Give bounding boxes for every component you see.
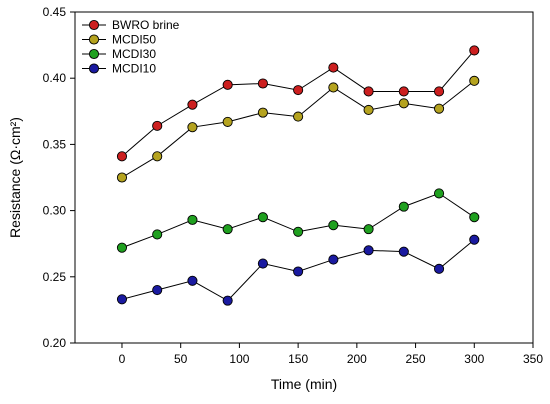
- legend-item: MCDI30: [82, 47, 156, 61]
- data-point: [328, 62, 339, 73]
- data-point: [398, 201, 409, 212]
- data-point: [469, 212, 480, 223]
- data-point: [152, 151, 163, 162]
- y-tick-label: 0.25: [43, 270, 67, 284]
- data-point: [328, 82, 339, 93]
- data-point: [434, 86, 445, 97]
- y-tick-label: 0.40: [43, 71, 67, 85]
- data-point: [434, 188, 445, 199]
- data-point: [187, 275, 198, 286]
- data-point: [116, 172, 128, 183]
- data-point: [152, 284, 163, 296]
- legend-marker: [88, 63, 100, 74]
- data-point: [222, 79, 233, 90]
- legend-marker: [88, 19, 100, 31]
- plot-frame: [74, 11, 534, 344]
- legend-item: MCDI10: [82, 62, 156, 76]
- data-point: [363, 245, 374, 256]
- data-point: [469, 75, 480, 86]
- data-point: [293, 266, 304, 277]
- series-line: [121, 80, 475, 178]
- series-layer: [116, 45, 480, 306]
- plot-border: [74, 11, 534, 344]
- data-point: [363, 86, 374, 97]
- data-point: [293, 111, 304, 122]
- series-line: [121, 192, 475, 249]
- data-point: [469, 45, 480, 56]
- data-point: [293, 226, 304, 237]
- data-point: [187, 99, 198, 110]
- x-tick-label: 250: [406, 352, 426, 366]
- data-point: [187, 122, 198, 133]
- x-tick-label: 0: [119, 352, 126, 366]
- data-point: [257, 212, 268, 223]
- data-point: [187, 214, 198, 225]
- data-point: [152, 229, 163, 240]
- data-point: [434, 103, 445, 114]
- series-mcdi50: [116, 75, 480, 183]
- x-tick-label: 350: [523, 352, 543, 366]
- data-point: [257, 258, 268, 269]
- data-point: [293, 85, 304, 96]
- data-point: [152, 120, 163, 131]
- data-point: [257, 78, 268, 89]
- data-point: [328, 254, 339, 265]
- legend-label: BWRO brine: [112, 18, 180, 32]
- data-point: [469, 234, 480, 245]
- data-point: [398, 246, 409, 257]
- y-tick-label: 0.20: [43, 336, 67, 350]
- legend-marker: [88, 34, 100, 45]
- series-mcdi30: [116, 188, 480, 253]
- y-tick-label: 0.35: [43, 137, 67, 151]
- x-tick-label: 100: [229, 352, 249, 366]
- legend-label: MCDI10: [112, 62, 156, 76]
- data-point: [398, 86, 409, 97]
- series-mcdi10: [116, 234, 480, 306]
- data-point: [222, 295, 233, 306]
- legend-item: MCDI50: [82, 33, 156, 47]
- data-point: [328, 220, 339, 231]
- data-point: [116, 294, 128, 305]
- x-tick-label: 50: [174, 352, 188, 366]
- series-bwro-brine: [116, 45, 480, 162]
- axis-ticks: 0 50 100 150 200 250 300 350 0.20 0.25 0.30 0.35 0.4…: [43, 5, 544, 366]
- legend-item: BWRO brine: [82, 18, 180, 32]
- data-point: [363, 104, 374, 116]
- y-tick-label: 0.45: [43, 5, 67, 19]
- x-axis-title: Time (min): [271, 376, 337, 392]
- y-tick-label: 0.30: [43, 204, 67, 218]
- x-tick-label: 150: [288, 352, 308, 366]
- data-point: [363, 224, 374, 235]
- data-point: [434, 263, 445, 274]
- legend-label: MCDI30: [112, 47, 156, 61]
- data-point: [222, 224, 233, 235]
- data-point: [398, 98, 409, 109]
- x-tick-label: 200: [347, 352, 367, 366]
- series-line: [121, 50, 475, 157]
- x-tick-label: 300: [464, 352, 484, 366]
- data-point: [257, 107, 268, 118]
- legend-marker: [88, 48, 100, 60]
- y-axis-title: Resistance (Ω·cm²): [7, 117, 23, 238]
- legend-label: MCDI50: [112, 33, 156, 47]
- data-point: [116, 151, 128, 162]
- data-point: [116, 242, 128, 253]
- data-point: [222, 116, 233, 127]
